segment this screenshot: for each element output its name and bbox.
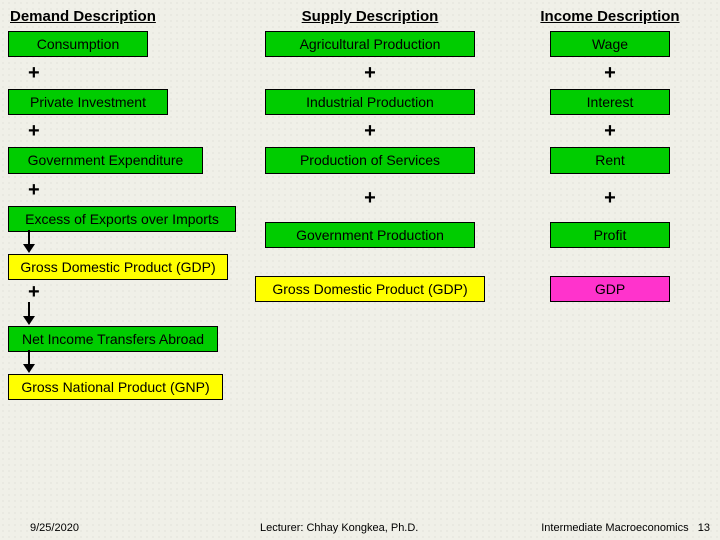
footer-lecturer: Lecturer: Chhay Kongkea, Ph.D. [260, 522, 418, 534]
demand-gnp: Gross National Product (GNP) [8, 374, 223, 400]
down-arrow-icon [8, 352, 238, 374]
supply-column: Supply Description Agricultural Producti… [250, 0, 490, 302]
footer-course-text: Intermediate Macroeconomics [541, 522, 688, 534]
supply-agricultural: Agricultural Production [265, 31, 475, 57]
demand-column: Demand Description Consumption + Private… [8, 0, 238, 400]
down-arrow-icon [8, 232, 238, 254]
supply-header: Supply Description [250, 0, 490, 31]
demand-header: Demand Description [8, 0, 238, 31]
demand-gov-expenditure: Government Expenditure [8, 147, 203, 173]
spacer [250, 248, 490, 276]
supply-gdp: Gross Domestic Product (GDP) [255, 276, 485, 302]
plus-icon: + [8, 57, 238, 89]
demand-private-investment: Private Investment [8, 89, 168, 115]
plus-icon: + [510, 57, 710, 89]
plus-icon: + [8, 174, 238, 206]
supply-industrial: Industrial Production [265, 89, 475, 115]
income-interest: Interest [550, 89, 670, 115]
income-gdp: GDP [550, 276, 670, 302]
footer-page-number: 13 [698, 522, 710, 534]
demand-net-income-transfers: Net Income Transfers Abroad [8, 326, 218, 352]
income-rent: Rent [550, 147, 670, 173]
plus-icon: + [510, 115, 710, 147]
plus-icon: + [250, 115, 490, 147]
supply-government: Government Production [265, 222, 475, 248]
plus-icon: + [250, 174, 490, 222]
plus-icon: + [8, 115, 238, 147]
plus-icon: + [250, 57, 490, 89]
income-column: Income Description Wage + Interest + Ren… [510, 0, 710, 302]
footer-date: 9/25/2020 [30, 522, 79, 534]
demand-gdp: Gross Domestic Product (GDP) [8, 254, 228, 280]
footer-course: Intermediate Macroeconomics 13 [541, 522, 710, 534]
demand-consumption: Consumption [8, 31, 148, 57]
demand-excess-exports: Excess of Exports over Imports [8, 206, 236, 232]
plus-icon: + [510, 174, 710, 222]
plus-icon: + [8, 280, 238, 304]
supply-services: Production of Services [265, 147, 475, 173]
spacer [510, 248, 710, 276]
income-profit: Profit [550, 222, 670, 248]
down-arrow-icon [8, 304, 238, 326]
income-wage: Wage [550, 31, 670, 57]
income-header: Income Description [510, 0, 710, 31]
